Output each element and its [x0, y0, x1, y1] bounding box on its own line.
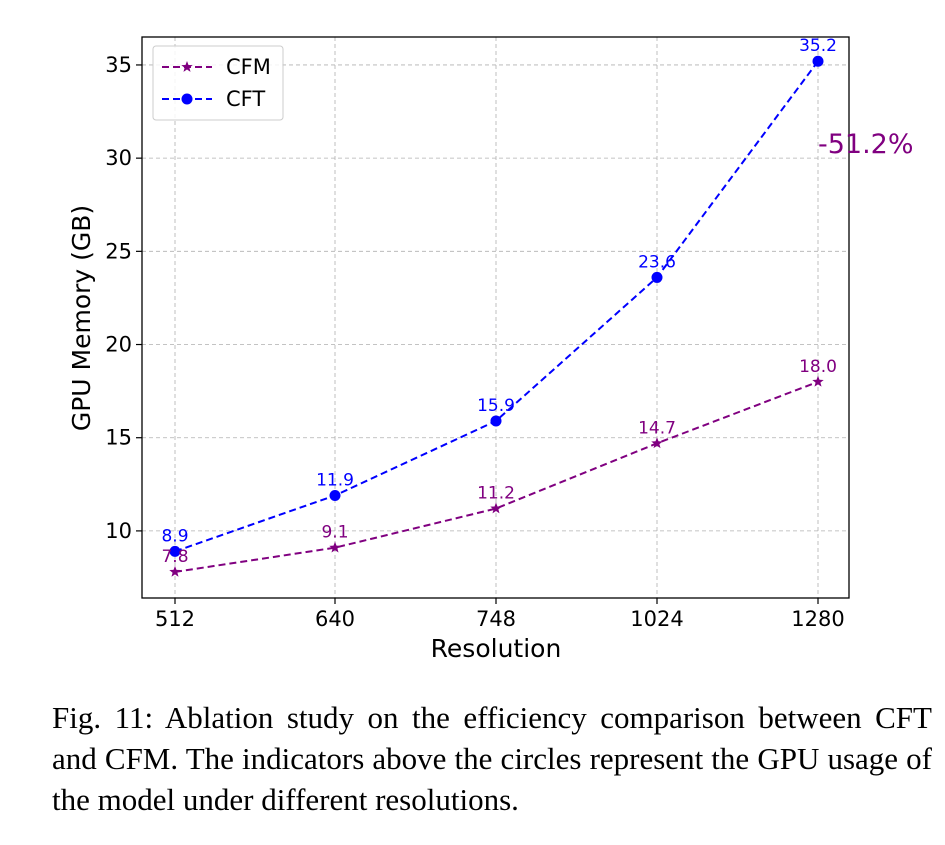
caption-text: Fig. 11: Ablation study on the efficienc… — [52, 700, 932, 817]
x-axis: 512 640 748 1024 1280 — [155, 598, 845, 631]
data-label-cfm: 11.2 — [477, 484, 515, 504]
data-label-cft: 23.6 — [638, 252, 676, 272]
data-label-cfm: 9.1 — [321, 523, 348, 543]
y-tick-label: 20 — [105, 333, 132, 357]
figure-caption: Fig. 11: Ablation study on the efficienc… — [52, 697, 932, 820]
data-label-cfm: 14.7 — [638, 418, 676, 438]
data-label-cfm: 18.0 — [799, 357, 837, 377]
data-point-cfm — [329, 541, 341, 553]
data-label-cft: 8.9 — [161, 526, 188, 546]
legend-label-cfm: CFM — [226, 55, 271, 79]
data-label-cft: 35.2 — [799, 36, 837, 56]
plot-frame — [141, 36, 850, 599]
data-point-cft — [169, 545, 181, 557]
series-group — [169, 55, 824, 577]
data-point-cfm — [812, 375, 824, 387]
data-point-cfm — [490, 502, 502, 514]
x-tick-label: 1280 — [791, 607, 844, 631]
legend: CFM CFT — [152, 45, 284, 121]
data-point-cft — [812, 55, 824, 67]
y-tick-label: 35 — [105, 53, 132, 77]
data-point-cfm — [651, 437, 663, 449]
series-line-cft — [174, 60, 819, 553]
data-labels: 7.8 9.1 11.2 14.7 18.0 8.9 11.9 15.9 23.6 35.2 — [161, 36, 836, 567]
x-tick-label: 748 — [476, 607, 516, 631]
x-tick-label: 512 — [155, 607, 195, 631]
legend-label-cft: CFT — [226, 87, 265, 111]
x-tick-label: 640 — [315, 607, 355, 631]
annotation-label: -51.2% — [818, 129, 914, 160]
y-tick-label: 30 — [105, 146, 132, 170]
y-tick-label: 15 — [105, 426, 132, 450]
grid — [142, 37, 849, 598]
annotations: -51.2% — [818, 129, 914, 160]
y-axis: 10 15 20 25 30 35 — [105, 53, 142, 543]
x-tick-label: 1024 — [630, 607, 683, 631]
data-label-cft: 15.9 — [477, 396, 515, 416]
y-tick-label: 25 — [105, 239, 132, 263]
data-point-cft — [490, 415, 502, 427]
legend-marker-cft — [181, 93, 193, 105]
data-point-cft — [651, 271, 663, 283]
x-axis-label: Resolution — [431, 634, 562, 663]
data-point-cft — [329, 489, 341, 501]
data-label-cft: 11.9 — [316, 470, 354, 490]
legend-marker-cfm — [181, 61, 193, 72]
y-tick-label: 10 — [105, 519, 132, 543]
chart: 10 15 20 25 30 35 512 640 748 1024 1280 7.8 9.1 11.… — [67, 36, 914, 663]
y-axis-label: GPU Memory (GB) — [67, 205, 96, 431]
data-point-cfm — [169, 565, 181, 577]
data-label-cfm: 7.8 — [161, 547, 188, 567]
